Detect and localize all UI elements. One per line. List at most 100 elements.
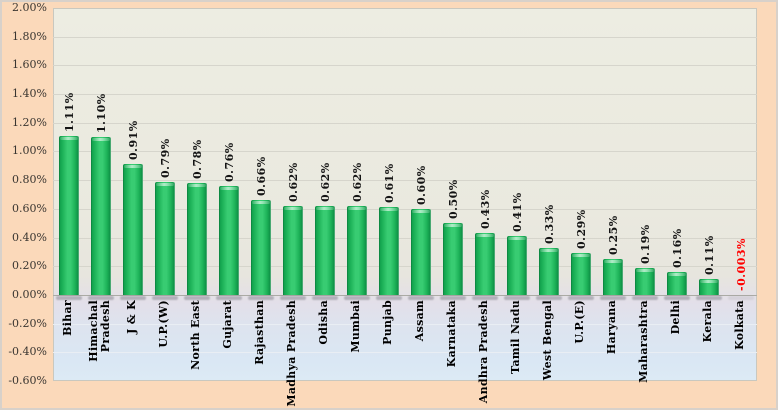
- bar-punjab: [379, 207, 399, 295]
- bar-shadow: [216, 296, 242, 300]
- gridline: [53, 352, 757, 353]
- category-label: Odisha: [317, 300, 330, 345]
- value-label: 0.25%: [607, 215, 620, 255]
- y-axis-tick-label: 0.20%: [12, 259, 47, 272]
- y-axis-tick-label: 1.00%: [12, 144, 47, 157]
- bar-rajasthan: [251, 200, 271, 295]
- value-label: 0.29%: [575, 209, 588, 249]
- y-axis-tick-label: 0.40%: [12, 231, 47, 244]
- category-label: Assam: [413, 300, 426, 342]
- category-label: Rajasthan: [253, 300, 266, 365]
- bar-haryana: [603, 259, 623, 295]
- bar-shadow: [88, 296, 114, 300]
- gridline: [53, 324, 757, 325]
- gridline: [53, 180, 757, 181]
- bar-shadow: [408, 296, 434, 300]
- category-label: North East: [189, 300, 202, 370]
- bar-top-highlight: [572, 254, 590, 257]
- bar-shadow: [280, 296, 306, 300]
- gridline: [53, 209, 757, 210]
- bar-top-highlight: [540, 249, 558, 252]
- bar-karnataka: [443, 223, 463, 295]
- bar-top-highlight: [220, 187, 238, 190]
- value-label: 0.76%: [223, 142, 236, 182]
- value-label: 0.61%: [383, 163, 396, 203]
- value-label: 0.79%: [159, 138, 172, 178]
- bar-top-highlight: [476, 234, 494, 237]
- value-label: 0.19%: [639, 224, 652, 264]
- value-label: 0.62%: [319, 162, 332, 202]
- bar-top-highlight: [380, 208, 398, 211]
- category-label: U.P.(W): [157, 300, 170, 348]
- value-label: 0.66%: [255, 156, 268, 196]
- value-label: 0.11%: [703, 235, 716, 275]
- bar-top-highlight: [668, 273, 686, 276]
- bar-top-highlight: [412, 210, 430, 213]
- gridline: [53, 94, 757, 95]
- gridline: [53, 65, 757, 66]
- bar-top-highlight: [348, 207, 366, 210]
- bar-mumbai: [347, 206, 367, 295]
- y-axis-tick-label: 0.60%: [12, 202, 47, 215]
- y-axis-tick-label: -0.40%: [8, 345, 47, 358]
- category-label: Andhra Pradesh: [477, 300, 490, 404]
- value-label: 0.62%: [351, 162, 364, 202]
- category-label: Punjab: [381, 300, 394, 345]
- gridline: [53, 37, 757, 38]
- value-label: 1.10%: [95, 93, 108, 133]
- y-axis-tick-label: 0.00%: [12, 288, 47, 301]
- category-label: Himachal Pradesh: [87, 300, 112, 362]
- y-axis-tick-label: 0.80%: [12, 173, 47, 186]
- value-label: 0.50%: [447, 179, 460, 219]
- bar-top-highlight: [124, 165, 142, 168]
- zero-axis-line: [53, 295, 757, 296]
- y-axis-tick-label: 1.80%: [12, 30, 47, 43]
- value-label: 0.91%: [127, 120, 140, 160]
- bar-shadow: [600, 296, 626, 300]
- bar-shadow: [184, 296, 210, 300]
- y-axis-tick-label: 1.60%: [12, 58, 47, 71]
- bar-top-highlight: [316, 207, 334, 210]
- bar-top-highlight: [252, 201, 270, 204]
- y-axis-tick-label: 1.20%: [12, 116, 47, 129]
- value-label: 0.62%: [287, 162, 300, 202]
- bar-shadow: [152, 296, 178, 300]
- bar-maharashtra: [635, 268, 655, 295]
- bar-shadow: [536, 296, 562, 300]
- gridline: [53, 151, 757, 152]
- value-label: 1.11%: [63, 92, 76, 132]
- bar-top-highlight: [92, 138, 110, 141]
- bar-kerala: [699, 279, 719, 295]
- category-label: Haryana: [605, 300, 618, 355]
- bar-shadow: [376, 296, 402, 300]
- y-axis-tick-label: -0.60%: [8, 374, 47, 387]
- y-axis-tick-label: -0.20%: [8, 317, 47, 330]
- bar-tamil-nadu: [507, 236, 527, 295]
- bar-u-p-w-: [155, 182, 175, 295]
- category-label: Madhya Pradesh: [285, 300, 298, 407]
- value-label: 0.41%: [511, 192, 524, 232]
- category-label: Mumbai: [349, 300, 362, 353]
- value-label: 0.78%: [191, 139, 204, 179]
- bar-delhi: [667, 272, 687, 295]
- bar-andhra-pradesh: [475, 233, 495, 295]
- gridline: [53, 238, 757, 239]
- bar-west-bengal: [539, 248, 559, 295]
- value-label: 0.33%: [543, 204, 556, 244]
- category-label: U.P.(E): [573, 300, 586, 344]
- bar-top-highlight: [636, 269, 654, 272]
- gridline: [53, 266, 757, 267]
- y-axis-tick-label: 2.00%: [12, 1, 47, 14]
- bar-top-highlight: [444, 224, 462, 227]
- value-label: 0.16%: [671, 228, 684, 268]
- category-label: J & K: [125, 300, 138, 334]
- category-label: Kolkata: [733, 300, 746, 350]
- bar-shadow: [504, 296, 530, 300]
- bar-shadow: [248, 296, 274, 300]
- bar-top-highlight: [156, 183, 174, 186]
- value-label: 0.43%: [479, 189, 492, 229]
- bar-assam: [411, 209, 431, 295]
- category-label: Maharashtra: [637, 300, 650, 383]
- bar-shadow: [632, 296, 658, 300]
